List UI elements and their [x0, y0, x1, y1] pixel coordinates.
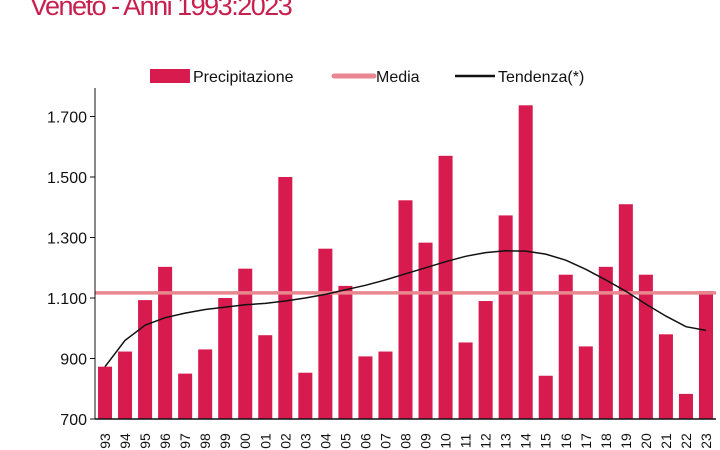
x-tick-label: 19 [618, 433, 634, 449]
x-tick-label: 99 [217, 433, 233, 449]
bar-05 [338, 285, 353, 419]
x-tick-label: 98 [197, 433, 213, 449]
x-tick-label: 04 [317, 433, 333, 449]
x-tick-label: 11 [458, 434, 474, 449]
x-tick-label: 10 [438, 433, 454, 449]
bar-21 [658, 334, 673, 419]
legend-label-tendenza: Tendenza(*) [498, 69, 584, 86]
x-tick-label: 00 [237, 433, 253, 449]
x-tick-label: 20 [638, 433, 654, 449]
bar-17 [578, 346, 593, 419]
x-tick-label: 97 [177, 433, 193, 449]
bar-12 [478, 301, 493, 419]
bar-11 [458, 342, 473, 419]
x-tick-label: 14 [518, 433, 534, 449]
y-tick-label: 900 [60, 352, 87, 369]
bar-00 [238, 268, 253, 419]
bar-93 [98, 366, 113, 419]
x-tick-label: 17 [578, 433, 594, 449]
x-tick-label: 13 [498, 433, 514, 449]
bar-07 [378, 351, 393, 419]
bar-94 [118, 351, 133, 419]
x-tick-label: 94 [117, 433, 133, 449]
bar-13 [498, 215, 513, 419]
x-tick-label: 07 [377, 433, 393, 449]
x-tick-label: 02 [277, 433, 293, 449]
bar-98 [198, 349, 213, 419]
bar-19 [618, 204, 633, 419]
bar-16 [558, 274, 573, 419]
y-tick-label: 1.100 [47, 291, 87, 308]
y-tick-label: 1.500 [47, 170, 87, 187]
x-tick-label: 23 [698, 433, 714, 449]
x-tick-label: 06 [357, 433, 373, 449]
legend-label-precipitazione: Precipitazione [193, 69, 294, 86]
x-tick-label: 95 [137, 433, 153, 449]
bar-15 [538, 375, 553, 419]
x-tick-label: 18 [598, 433, 614, 449]
bar-99 [218, 298, 233, 419]
x-tick-label: 96 [157, 433, 173, 449]
x-tick-label: 08 [398, 433, 414, 449]
x-tick-label: 03 [297, 433, 313, 449]
x-tick-label: 05 [337, 433, 353, 449]
bar-08 [398, 200, 413, 419]
x-tick-label: 93 [97, 433, 113, 449]
bar-96 [158, 266, 173, 419]
y-tick-label: 700 [60, 412, 87, 429]
x-tick-label: 16 [558, 433, 574, 449]
trend-line [104, 250, 707, 368]
bar-23 [698, 291, 713, 419]
bar-22 [678, 393, 693, 419]
y-tick-label: 1.700 [47, 110, 87, 127]
legend-label-media: Media [376, 69, 420, 86]
bar-95 [138, 300, 153, 419]
bar-01 [258, 335, 273, 419]
x-tick-label: 22 [678, 433, 694, 449]
legend-swatch-precipitazione [150, 69, 190, 83]
bar-03 [298, 372, 313, 419]
bar-09 [418, 242, 433, 419]
x-tick-label: 09 [418, 433, 434, 449]
bar-10 [438, 155, 453, 419]
chart-title: Veneto - Anni 1993:2023 [30, 0, 293, 21]
x-tick-label: 01 [257, 433, 273, 449]
bar-18 [598, 266, 613, 419]
x-tick-label: 21 [658, 433, 674, 449]
bar-06 [358, 356, 373, 419]
bar-02 [278, 177, 293, 419]
bar-20 [638, 274, 653, 419]
x-tick-label: 15 [538, 433, 554, 449]
bar-14 [518, 105, 533, 420]
y-tick-label: 1.300 [47, 231, 87, 248]
x-tick-label: 12 [478, 433, 494, 449]
bar-04 [318, 248, 333, 419]
bar-97 [178, 373, 193, 419]
